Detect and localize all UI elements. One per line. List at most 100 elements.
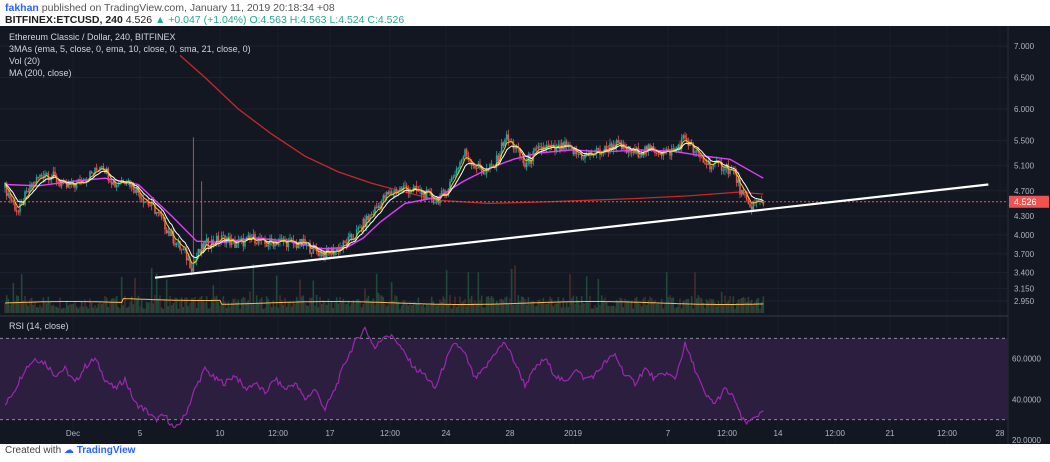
volume-bar bbox=[410, 305, 413, 313]
volume-bar bbox=[262, 308, 265, 313]
volume-bar bbox=[172, 302, 175, 313]
volume-bar bbox=[650, 298, 653, 313]
candle-body bbox=[170, 231, 173, 236]
candle-body bbox=[507, 134, 510, 141]
candle-body bbox=[482, 171, 485, 174]
volume-bar bbox=[197, 298, 200, 313]
volume-bar bbox=[220, 304, 223, 313]
volume-bar bbox=[225, 307, 228, 313]
volume-bar bbox=[740, 297, 743, 313]
volume-bar bbox=[599, 304, 601, 313]
candle-body bbox=[592, 155, 595, 157]
volume-bar bbox=[117, 306, 120, 313]
tradingview-brand[interactable]: TradingView bbox=[76, 445, 136, 456]
candle-body bbox=[744, 194, 746, 196]
volume-bar bbox=[315, 295, 318, 313]
volume-bar bbox=[530, 301, 533, 313]
volume-bar bbox=[390, 282, 393, 313]
candle-body bbox=[742, 189, 745, 195]
volume-bar bbox=[55, 306, 58, 313]
candle-body bbox=[65, 182, 68, 188]
volume-bar bbox=[627, 300, 630, 313]
candle-body bbox=[245, 236, 248, 239]
volume-bar bbox=[317, 307, 320, 313]
volume-bar bbox=[75, 306, 78, 313]
volume-bar bbox=[460, 302, 463, 313]
volume-bar bbox=[614, 306, 616, 313]
volume-bar bbox=[385, 306, 388, 313]
volume-bar bbox=[307, 306, 310, 313]
time-tick-label: 28 bbox=[506, 429, 515, 438]
volume-bar bbox=[219, 305, 221, 313]
candle-body bbox=[707, 160, 710, 165]
candle-body bbox=[459, 162, 461, 169]
candle-body bbox=[675, 148, 678, 150]
candle-body bbox=[20, 201, 23, 204]
candle-body bbox=[182, 248, 185, 250]
candle-body bbox=[369, 214, 371, 220]
volume-bar bbox=[74, 301, 76, 313]
candle-body bbox=[387, 192, 390, 195]
volume-bar bbox=[42, 297, 45, 313]
candle-body bbox=[504, 139, 506, 146]
volume-bar bbox=[350, 303, 353, 313]
publish-text: published on TradingView.com, January 11… bbox=[41, 2, 335, 14]
candle-body bbox=[199, 249, 201, 253]
volume-bar bbox=[292, 301, 295, 313]
volume-bar bbox=[489, 297, 491, 313]
volume-bar bbox=[715, 305, 718, 313]
candle-body bbox=[179, 240, 181, 250]
candle-body bbox=[762, 202, 765, 205]
open-value: O:4.563 bbox=[249, 14, 287, 26]
volume-bar bbox=[245, 302, 248, 313]
candle-body bbox=[220, 235, 223, 241]
candle-body bbox=[440, 190, 443, 196]
candle-body bbox=[372, 214, 375, 215]
volume-bar bbox=[664, 304, 666, 313]
volume-bar bbox=[135, 298, 138, 313]
candle-body bbox=[605, 145, 608, 149]
candle-body bbox=[100, 166, 103, 168]
support-trendline[interactable] bbox=[154, 183, 989, 279]
volume-bar bbox=[427, 305, 430, 313]
ema5-line bbox=[4, 139, 764, 264]
candle-body bbox=[497, 155, 500, 162]
volume-bar bbox=[190, 298, 193, 313]
volume-bar bbox=[129, 302, 131, 313]
candle-body bbox=[395, 189, 398, 194]
candle-body bbox=[619, 141, 621, 143]
candle-body bbox=[79, 179, 81, 184]
volume-bar bbox=[304, 303, 306, 313]
candle-body bbox=[154, 204, 156, 214]
volume-bar bbox=[694, 272, 696, 313]
volume-bar bbox=[84, 299, 86, 313]
candle-body bbox=[355, 229, 358, 239]
volume-bar bbox=[339, 297, 341, 313]
volume-bar bbox=[654, 299, 656, 313]
candle-body bbox=[320, 250, 323, 257]
candle-body bbox=[195, 257, 198, 261]
volume-bar bbox=[360, 307, 363, 313]
candle-body bbox=[460, 159, 463, 163]
candle-body bbox=[144, 201, 146, 203]
volume-bar bbox=[417, 297, 420, 313]
volume-bar bbox=[244, 297, 246, 313]
candle-body bbox=[415, 185, 418, 191]
price-chart[interactable]: 60.0000 40.0000 20.0000 7.000 6.500 6.000 5.5… bbox=[0, 26, 1050, 444]
candle-body bbox=[139, 192, 141, 199]
candle-body bbox=[720, 161, 723, 171]
candle-body bbox=[255, 243, 258, 245]
volume-bar bbox=[667, 297, 670, 313]
volume-bar bbox=[392, 300, 395, 313]
candle-body bbox=[649, 144, 651, 149]
last-price: 4.526 bbox=[125, 14, 153, 26]
candle-body bbox=[12, 200, 15, 202]
volume-bar bbox=[532, 301, 535, 313]
author-name[interactable]: fakhan bbox=[5, 2, 39, 14]
candle-body bbox=[664, 150, 666, 153]
volume-bar bbox=[457, 304, 460, 313]
volume-bar bbox=[54, 306, 56, 313]
volume-bar bbox=[540, 302, 543, 313]
candle-body bbox=[600, 152, 603, 155]
volume-bar bbox=[7, 298, 10, 313]
